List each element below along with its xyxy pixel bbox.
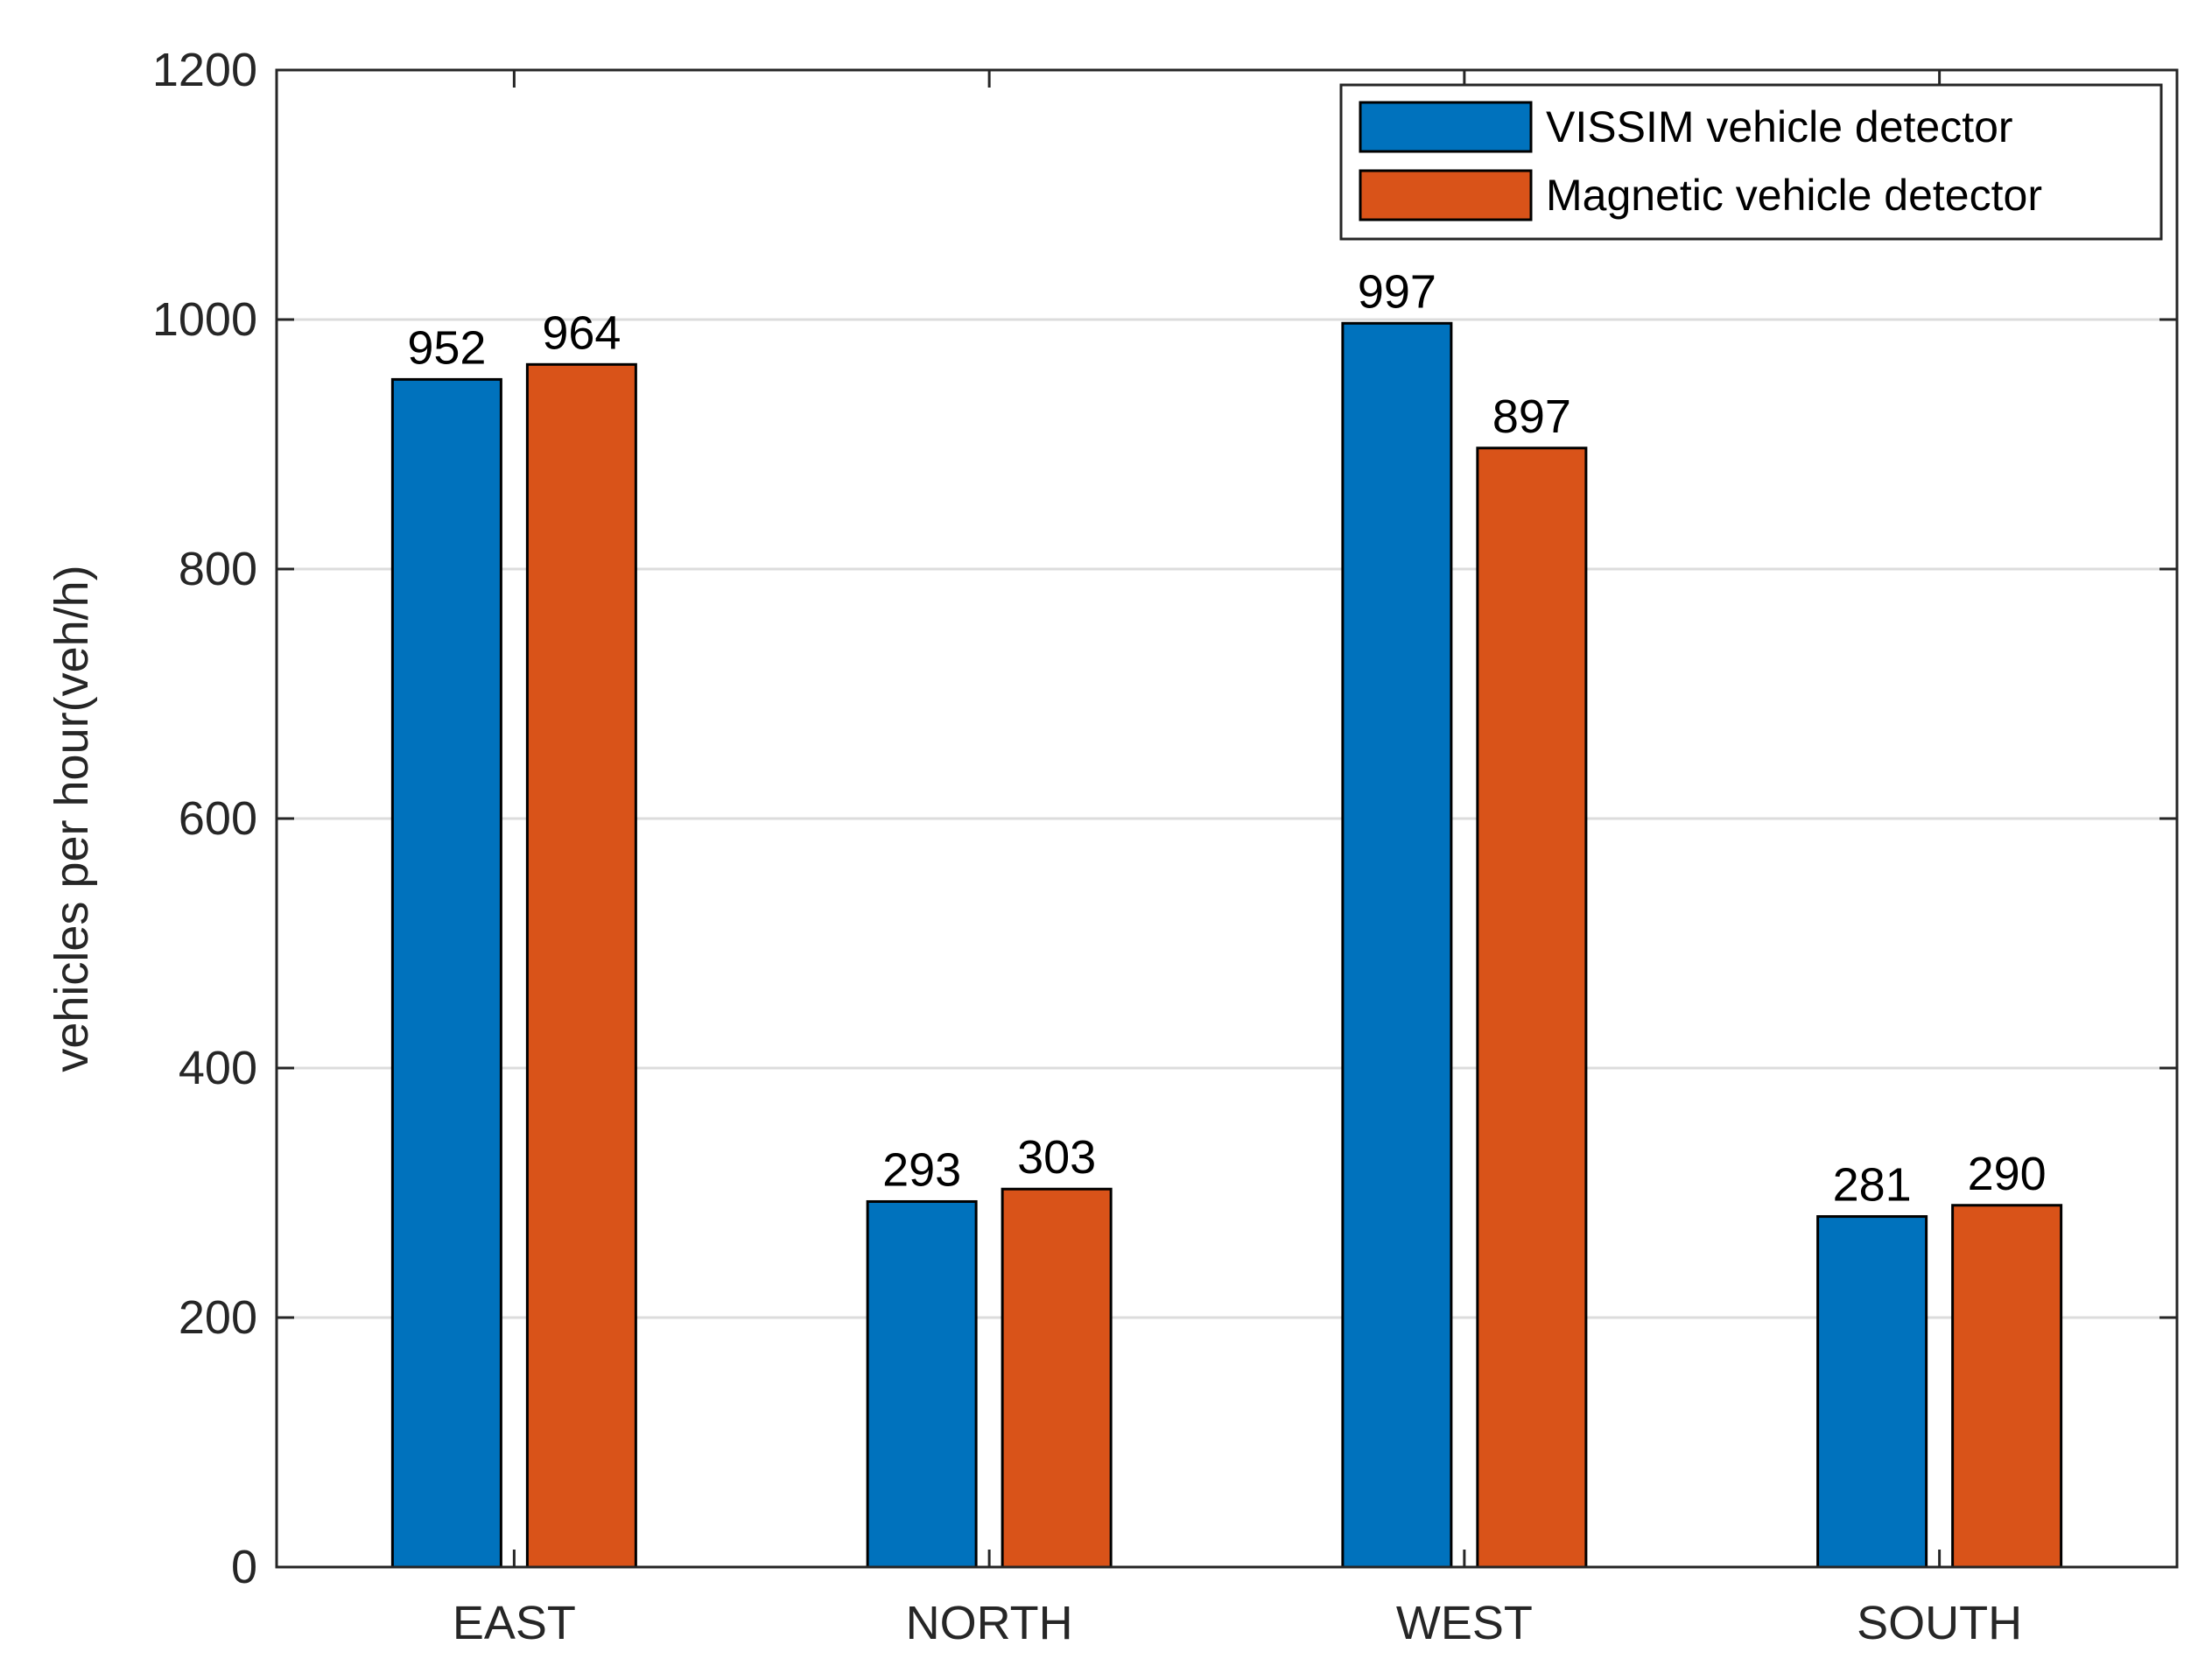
data-label-west-magnetic: 897 [1492, 390, 1571, 443]
bar-north-vissim [866, 1199, 978, 1569]
data-labels: 952 964 293 303 997 897 281 290 [407, 265, 2046, 1211]
data-label-north-magnetic: 303 [1017, 1131, 1096, 1184]
y-tick-label-200: 200 [179, 1291, 257, 1344]
data-label-south-magnetic: 290 [1968, 1148, 2047, 1200]
legend-label-vissim: VISSIM vehicle detector [1546, 102, 2013, 151]
legend: VISSIM vehicle detector Magnetic vehicle… [1339, 83, 2163, 241]
bar-west-magnetic [1476, 446, 1588, 1569]
y-tick-label-1200: 1200 [152, 44, 257, 96]
data-label-east-vissim: 952 [407, 321, 486, 374]
bar-south-magnetic [1951, 1204, 2063, 1569]
legend-swatch-magnetic [1359, 169, 1533, 221]
x-tick-labels: EAST NORTH WEST SOUTH [453, 1597, 2022, 1649]
data-label-east-magnetic: 964 [542, 306, 621, 359]
data-label-west-vissim: 997 [1358, 265, 1436, 318]
x-tick-label-west: WEST [1396, 1597, 1533, 1649]
y-tick-label-800: 800 [179, 543, 257, 595]
data-label-south-vissim: 281 [1833, 1159, 1912, 1212]
legend-swatch-vissim [1359, 101, 1533, 153]
bar-south-vissim [1816, 1215, 1928, 1569]
y-axis-label: vehicles per hour(veh/h) [46, 565, 98, 1072]
y-tick-label-600: 600 [179, 792, 257, 845]
bar-north-magnetic [1001, 1187, 1113, 1569]
y-tick-label-1000: 1000 [152, 293, 257, 346]
axis-ticks [277, 68, 2177, 1569]
y-tick-labels: 0 200 400 600 800 1000 1200 [152, 44, 257, 1593]
x-tick-label-east: EAST [453, 1597, 576, 1649]
bar-east-vissim [390, 377, 502, 1569]
y-tick-label-0: 0 [231, 1541, 257, 1593]
y-tick-label-400: 400 [179, 1042, 257, 1094]
bar-east-magnetic [525, 362, 637, 1569]
legend-label-magnetic: Magnetic vehicle detector [1546, 171, 2042, 220]
bar-west-vissim [1341, 321, 1453, 1569]
x-tick-label-north: NORTH [906, 1597, 1073, 1649]
bars [390, 321, 2063, 1569]
x-tick-label-south: SOUTH [1857, 1597, 2022, 1649]
data-label-north-vissim: 293 [882, 1143, 961, 1196]
